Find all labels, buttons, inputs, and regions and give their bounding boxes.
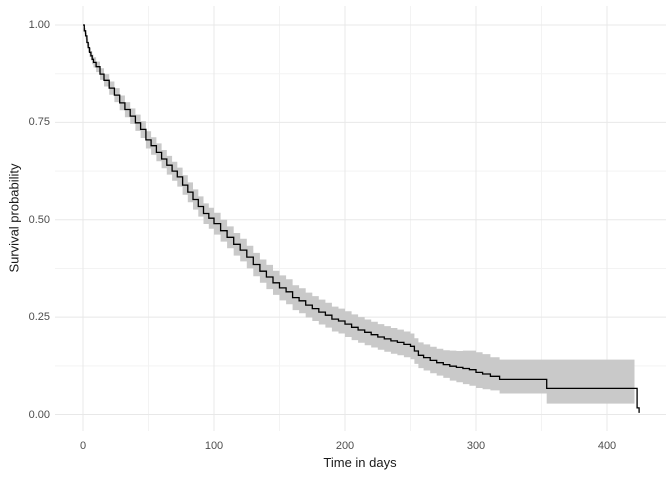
x-tick-label: 300: [466, 440, 486, 452]
y-tick-label: 0.25: [28, 311, 50, 324]
survival-curve: [83, 24, 640, 413]
y-tick-label: 1.00: [28, 19, 50, 31]
x-axis-title: Time in days: [323, 455, 397, 470]
y-tick-label: 0.00: [28, 408, 50, 421]
confidence-band: [83, 25, 635, 404]
x-tick-label: 200: [335, 440, 355, 452]
y-tick-label: 0.50: [28, 213, 50, 226]
y-tick-label: 0.75: [28, 116, 50, 129]
x-tick-label: 100: [204, 440, 224, 452]
x-tick-label: 400: [597, 440, 617, 452]
x-tick-label: 0: [79, 440, 87, 452]
grid-minor-lines: [55, 6, 666, 431]
y-axis-title: Survival probability: [6, 163, 22, 273]
